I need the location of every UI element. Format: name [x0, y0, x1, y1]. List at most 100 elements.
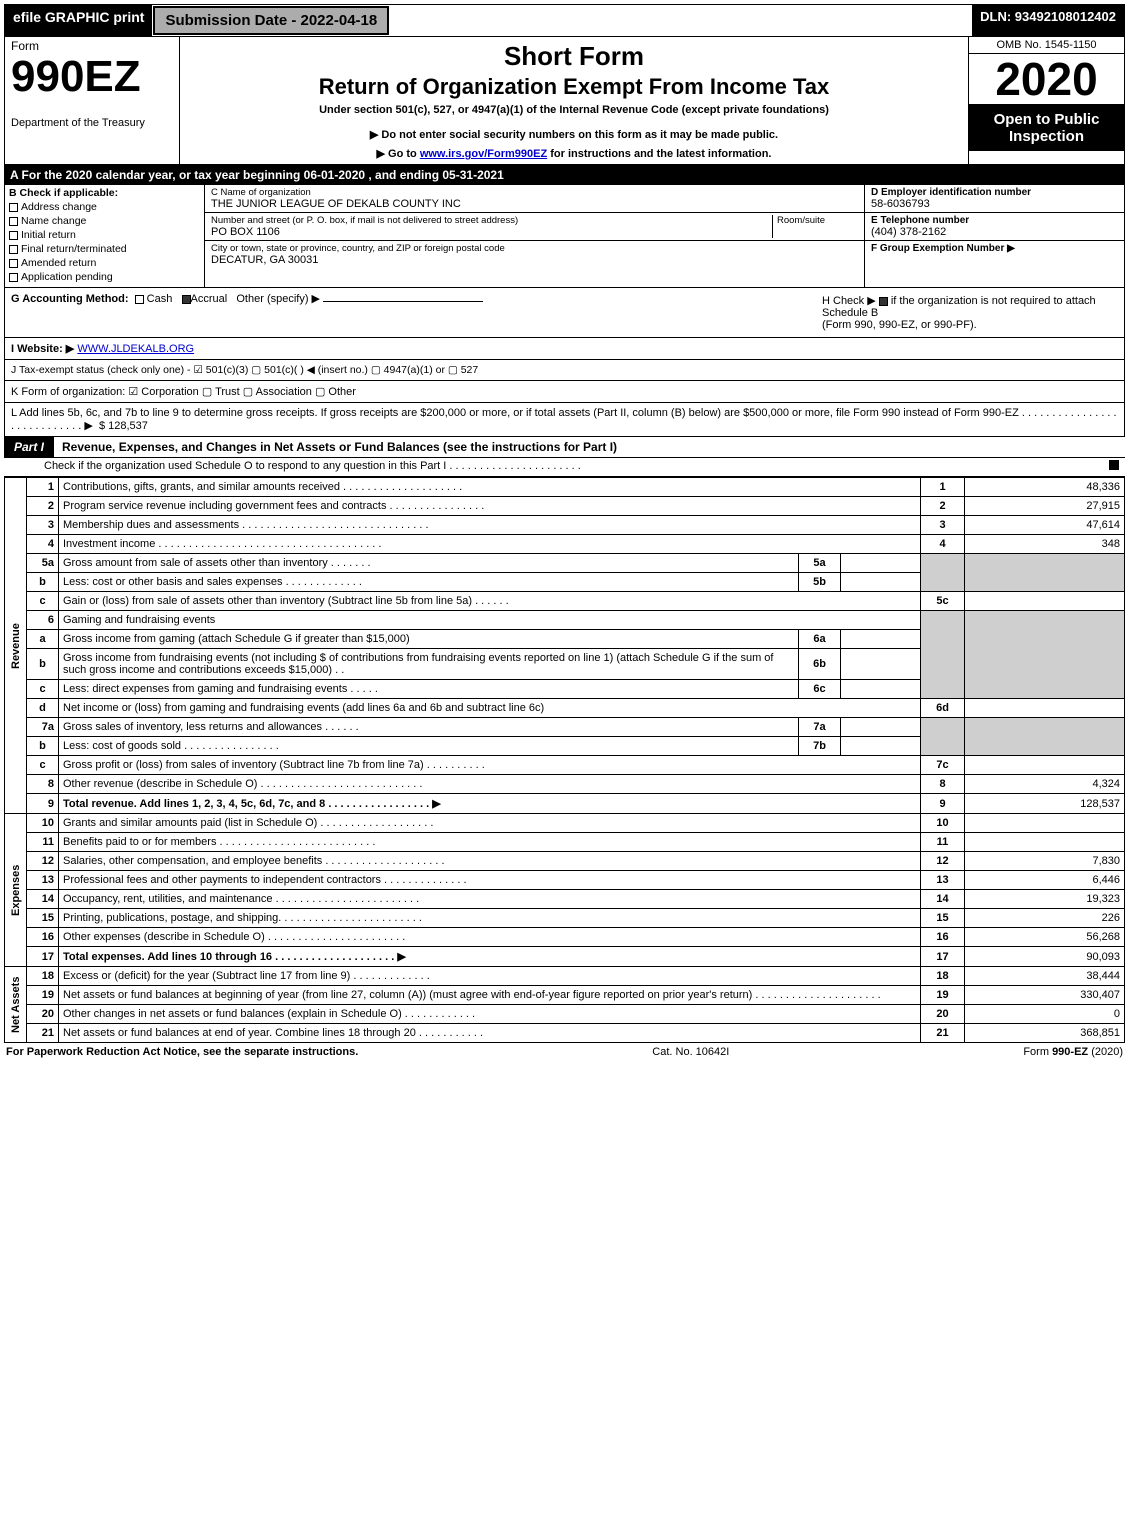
- line-ref: 10: [921, 814, 965, 833]
- line-ref: 17: [921, 947, 965, 967]
- check-name-change[interactable]: Name change: [9, 215, 200, 227]
- line-amt: 0: [965, 1005, 1125, 1024]
- checkbox-filled-icon[interactable]: [1109, 460, 1119, 470]
- line-num: b: [27, 573, 59, 592]
- line-amt: [965, 592, 1125, 611]
- h-check-box: H Check ▶ if the organization is not req…: [818, 292, 1118, 333]
- line-num: 5a: [27, 554, 59, 573]
- table-row: 20Other changes in net assets or fund ba…: [5, 1005, 1125, 1024]
- checkbox-filled-icon: [879, 297, 888, 306]
- f-label: F Group Exemption Number ▶: [871, 243, 1118, 254]
- check-label: Final return/terminated: [21, 243, 127, 255]
- c-name-row: C Name of organization THE JUNIOR LEAGUE…: [205, 185, 864, 213]
- checkbox-icon: [9, 203, 18, 212]
- line-num: 8: [27, 775, 59, 794]
- line-desc: Gaming and fundraising events: [59, 611, 921, 630]
- table-row: d Net income or (loss) from gaming and f…: [5, 699, 1125, 718]
- line-num: 21: [27, 1024, 59, 1043]
- footer-right: Form 990-EZ (2020): [1023, 1046, 1123, 1058]
- org-name: THE JUNIOR LEAGUE OF DEKALB COUNTY INC: [211, 198, 461, 210]
- line-ref: 16: [921, 928, 965, 947]
- check-address-change[interactable]: Address change: [9, 201, 200, 213]
- check-initial-return[interactable]: Initial return: [9, 229, 200, 241]
- mini-amt: [841, 649, 921, 680]
- line-num: 2: [27, 497, 59, 516]
- e-label: E Telephone number: [871, 215, 1118, 226]
- i-website-line: I Website: ▶ WWW.JLDEKALB.ORG: [4, 338, 1125, 360]
- line-amt: 56,268: [965, 928, 1125, 947]
- line-desc: Occupancy, rent, utilities, and maintena…: [59, 890, 921, 909]
- checkbox-icon: [9, 259, 18, 268]
- line-amt: [965, 814, 1125, 833]
- line-amt: 330,407: [965, 986, 1125, 1005]
- go-to-line: ▶ Go to www.irs.gov/Form990EZ for instru…: [188, 147, 960, 160]
- line-num: 16: [27, 928, 59, 947]
- line-desc: Salaries, other compensation, and employ…: [59, 852, 921, 871]
- mini-amt: [841, 680, 921, 699]
- footer-center: Cat. No. 10642I: [652, 1046, 729, 1058]
- line-num: 11: [27, 833, 59, 852]
- line-amt: 7,830: [965, 852, 1125, 871]
- efile-button[interactable]: efile GRAPHIC print: [5, 5, 152, 36]
- table-row: Revenue 1 Contributions, gifts, grants, …: [5, 478, 1125, 497]
- table-row: 21Net assets or fund balances at end of …: [5, 1024, 1125, 1043]
- line-amt: [965, 833, 1125, 852]
- g-other: Other (specify) ▶: [236, 293, 320, 305]
- line-desc: Total expenses. Add lines 10 through 16 …: [59, 947, 921, 967]
- d-e-f-panel: D Employer identification number 58-6036…: [864, 185, 1124, 287]
- line-desc: Gain or (loss) from sale of assets other…: [59, 592, 921, 611]
- line-desc: Contributions, gifts, grants, and simila…: [59, 478, 921, 497]
- line-amt: 4,324: [965, 775, 1125, 794]
- submission-date-button[interactable]: Submission Date - 2022-04-18: [153, 6, 389, 35]
- check-label: Initial return: [21, 229, 76, 241]
- line-num: c: [27, 680, 59, 699]
- website-link[interactable]: WWW.JLDEKALB.ORG: [77, 343, 194, 355]
- line-ref: 4: [921, 535, 965, 554]
- check-label: Amended return: [21, 257, 96, 269]
- checkbox-icon[interactable]: [135, 295, 144, 304]
- line-ref: 7c: [921, 756, 965, 775]
- net-assets-side-label: Net Assets: [5, 967, 27, 1043]
- line-ref: 5c: [921, 592, 965, 611]
- top-bar: efile GRAPHIC print Submission Date - 20…: [4, 4, 1125, 37]
- mini-ref: 7a: [799, 718, 841, 737]
- phone-value: (404) 378-2162: [871, 226, 946, 238]
- check-application-pending[interactable]: Application pending: [9, 271, 200, 283]
- line-num: 12: [27, 852, 59, 871]
- omb-number: OMB No. 1545-1150: [969, 37, 1124, 54]
- line-amt: 27,915: [965, 497, 1125, 516]
- checkbox-filled-icon[interactable]: [182, 295, 191, 304]
- line-num: 19: [27, 986, 59, 1005]
- line-desc: Net income or (loss) from gaming and fun…: [59, 699, 921, 718]
- line-num: b: [27, 737, 59, 756]
- line-num: b: [27, 649, 59, 680]
- line-desc: Other expenses (describe in Schedule O) …: [59, 928, 921, 947]
- line-desc-bold: Total expenses. Add lines 10 through 16 …: [63, 951, 406, 963]
- line-amt: 368,851: [965, 1024, 1125, 1043]
- d-ein-row: D Employer identification number 58-6036…: [865, 185, 1124, 213]
- i-prefix: I Website: ▶: [11, 343, 74, 355]
- mini-amt: [841, 573, 921, 592]
- table-row: 3 Membership dues and assessments . . . …: [5, 516, 1125, 535]
- line-ref: 2: [921, 497, 965, 516]
- line-ref: 11: [921, 833, 965, 852]
- checkbox-icon: [9, 217, 18, 226]
- line-num: 13: [27, 871, 59, 890]
- check-o-text: Check if the organization used Schedule …: [44, 460, 581, 472]
- line-ref: 14: [921, 890, 965, 909]
- line-amt: 47,614: [965, 516, 1125, 535]
- part-title: Revenue, Expenses, and Changes in Net As…: [54, 437, 625, 457]
- other-specify-input[interactable]: [323, 301, 483, 302]
- check-amended-return[interactable]: Amended return: [9, 257, 200, 269]
- checkbox-icon: [9, 245, 18, 254]
- table-row: 13Professional fees and other payments t…: [5, 871, 1125, 890]
- tax-year: 2020: [969, 54, 1124, 105]
- table-row: 4 Investment income . . . . . . . . . . …: [5, 535, 1125, 554]
- expenses-side-label: Expenses: [5, 814, 27, 967]
- header-left: Form 990EZ Department of the Treasury: [5, 37, 180, 164]
- irs-link[interactable]: www.irs.gov/Form990EZ: [420, 148, 547, 160]
- check-final-return[interactable]: Final return/terminated: [9, 243, 200, 255]
- table-row: 9 Total revenue. Add lines 1, 2, 3, 4, 5…: [5, 794, 1125, 814]
- header-center: Short Form Return of Organization Exempt…: [180, 37, 969, 164]
- line-num: 10: [27, 814, 59, 833]
